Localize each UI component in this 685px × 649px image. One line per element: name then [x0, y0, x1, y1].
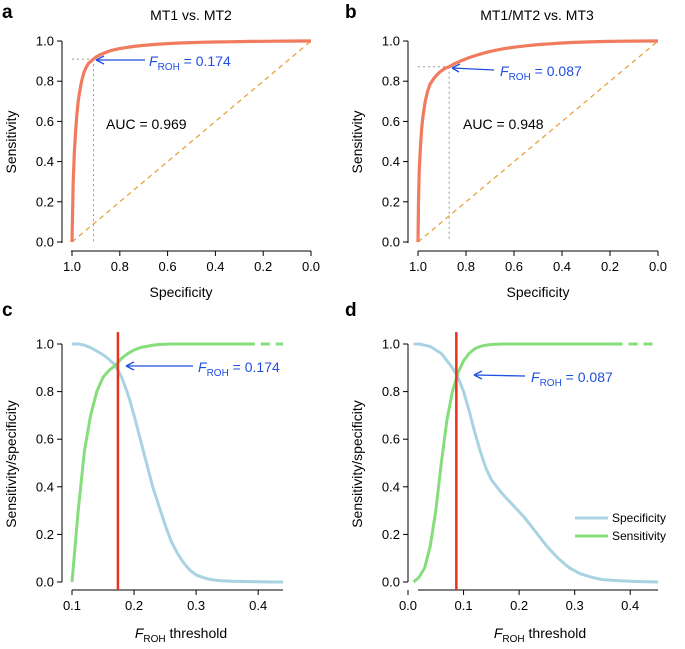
- panel-b-y-tick-label: 0.4: [382, 154, 400, 169]
- panel-c: c 0.0 0.2 0.4 0.6 0.8 1.0 0.1 0.2 0.3 0.4 FROH th…: [2, 300, 283, 645]
- panel-d: d 0.0 0.2 0.4 0.6 0.8 1.0 0.0 0.1 0.2 0.3 0.4 FROH…: [345, 300, 666, 645]
- panel-c-y-tick-label: 0.8: [36, 384, 54, 399]
- panel-b-x-tick-label: 0.0: [649, 259, 667, 274]
- panel-d-threshold-arrow: [473, 370, 526, 380]
- panel-d-axes: 0.0 0.2 0.4 0.6 0.8 1.0 0.0 0.1 0.2 0.3 0.4: [382, 337, 658, 613]
- panel-a-threshold-label: FROH = 0.174: [149, 53, 231, 73]
- panel-c-y-tick-label: 0.2: [36, 527, 54, 542]
- panel-b-x-tick-label: 0.8: [457, 259, 475, 274]
- panel-a: a MT1 vs. MT2 0.00.20.40.60.81.01.0 0.8 0.…: [2, 2, 320, 300]
- panel-b-y-tick-label: 1.0: [382, 34, 400, 49]
- panel-c-specificity-curve: [72, 342, 283, 584]
- panel-c-x-tick-label: 0.3: [187, 598, 205, 613]
- panel-d-y-tick-label: 0.8: [382, 384, 400, 399]
- panel-d-y-tick-label: 0.4: [382, 479, 400, 494]
- panel-c-x-label: FROH threshold: [135, 625, 227, 644]
- panel-b-x-tick-label: 0.2: [601, 259, 619, 274]
- panel-b-axes: 0.0 0.2 0.4 0.6 0.8 1.0 1.0 0.8 0.6 0.4 0.2 0.0: [382, 34, 667, 275]
- panel-a-x-label: Specificity: [149, 284, 212, 300]
- legend-specificity-label: Specificity: [612, 511, 666, 525]
- panel-a-roc-curve: [70, 39, 311, 243]
- panel-a-chance-line: [71, 40, 312, 243]
- panel-b-chance-line: [417, 40, 659, 243]
- panel-label-a: a: [2, 2, 13, 23]
- panel-c-y-tick-label: 0.0: [36, 575, 54, 590]
- panel-b-roc-curve: [416, 39, 658, 243]
- panel-label-b: b: [345, 2, 357, 23]
- panel-a-y-tick-label: 0.2: [36, 194, 54, 209]
- panel-c-threshold-label: FROH = 0.174: [198, 359, 280, 379]
- panel-b-auc: AUC = 0.948: [463, 116, 544, 132]
- panel-c-y-tick-label: 0.6: [36, 432, 54, 447]
- panel-a-x-tick-label: 0.4: [206, 259, 224, 274]
- panel-d-y-label: Sensitivity/specificity: [349, 400, 365, 528]
- panel-a-threshold-arrow: [95, 55, 145, 65]
- panel-a-title: MT1 vs. MT2: [150, 7, 232, 23]
- panel-b-x-tick-label: 0.4: [553, 259, 571, 274]
- panel-c-axes: 0.0 0.2 0.4 0.6 0.8 1.0 0.1 0.2 0.3 0.4: [36, 337, 283, 613]
- panel-c-threshold-arrow: [125, 361, 193, 371]
- panel-label-d: d: [345, 300, 357, 321]
- panel-b-y-tick-label: 0.2: [382, 194, 400, 209]
- panel-b-x-tick-label: 1.0: [409, 259, 427, 274]
- panel-a-x-tick-label: 0.6: [159, 259, 177, 274]
- panel-b-x-label: Specificity: [506, 284, 569, 300]
- panel-c-x-tick-label: 0.2: [125, 598, 143, 613]
- panel-d-x-tick-label: 0.0: [399, 598, 417, 613]
- panel-a-y-label: Sensitivity: [3, 110, 19, 173]
- panel-d-y-tick-label: 0.2: [382, 527, 400, 542]
- panel-d-x-tick-label: 0.4: [621, 598, 639, 613]
- panel-a-y-tick-label: 0.6: [36, 114, 54, 129]
- legend-sensitivity-label: Sensitivity: [612, 529, 666, 543]
- panel-a-x-tick-label: 0.8: [111, 259, 129, 274]
- panel-d-legend: Specificity Sensitivity: [575, 511, 666, 543]
- panel-c-x-tick-label: 0.1: [63, 598, 81, 613]
- panel-label-c: c: [2, 300, 13, 321]
- panel-b-title: MT1/MT2 vs. MT3: [480, 7, 594, 23]
- panel-d-x-tick-label: 0.2: [510, 598, 528, 613]
- panel-a-y-tick-label: 0.8: [36, 74, 54, 89]
- panel-b-y-tick-label: 0.6: [382, 114, 400, 129]
- panel-a-x-tick-label: 0.2: [254, 259, 272, 274]
- panel-d-x-tick-label: 0.3: [566, 598, 584, 613]
- panel-d-sensitivity-curve: [412, 342, 614, 584]
- panel-b-threshold-label: FROH = 0.087: [500, 63, 582, 83]
- panel-d-y-tick-label: 1.0: [382, 337, 400, 352]
- panel-d-specificity-curve: [413, 342, 659, 584]
- panel-a-x-tick-label: 1.0: [63, 259, 81, 274]
- panel-c-x-tick-label: 0.4: [249, 598, 267, 613]
- panel-a-y-tick-label: 1.0: [36, 34, 54, 49]
- panel-d-x-label: FROH threshold: [494, 625, 586, 644]
- panel-d-y-tick-label: 0.0: [382, 575, 400, 590]
- panel-d-x-tick-label: 0.1: [455, 598, 473, 613]
- panel-a-auc: AUC = 0.969: [106, 116, 187, 132]
- panel-a-x-tick-label: 0.0: [302, 259, 320, 274]
- panel-a-y-tick-label: 0.0: [36, 235, 54, 250]
- panel-b: b MT1/MT2 vs. MT3 0.00.20.40.60.81.01.0 0…: [345, 2, 667, 300]
- panel-c-y-tick-label: 0.4: [36, 479, 54, 494]
- panel-b-x-tick-label: 0.6: [505, 259, 523, 274]
- panel-c-sensitivity-curve: [70, 342, 246, 583]
- panel-a-y-tick-label: 0.4: [36, 154, 54, 169]
- panel-d-y-tick-label: 0.6: [382, 432, 400, 447]
- panel-d-threshold-label: FROH = 0.087: [531, 369, 613, 389]
- panel-c-y-tick-label: 1.0: [36, 337, 54, 352]
- panel-c-y-label: Sensitivity/specificity: [3, 400, 19, 528]
- panel-b-y-tick-label: 0.8: [382, 74, 400, 89]
- panel-b-threshold-arrow: [451, 63, 495, 73]
- panel-a-axes: 0.0 0.2 0.4 0.6 0.8 1.0 1.0 0.8 0.6 0.4 0.2 0.0: [36, 34, 320, 275]
- panel-b-y-label: Sensitivity: [349, 110, 365, 173]
- panel-b-y-tick-label: 0.0: [382, 235, 400, 250]
